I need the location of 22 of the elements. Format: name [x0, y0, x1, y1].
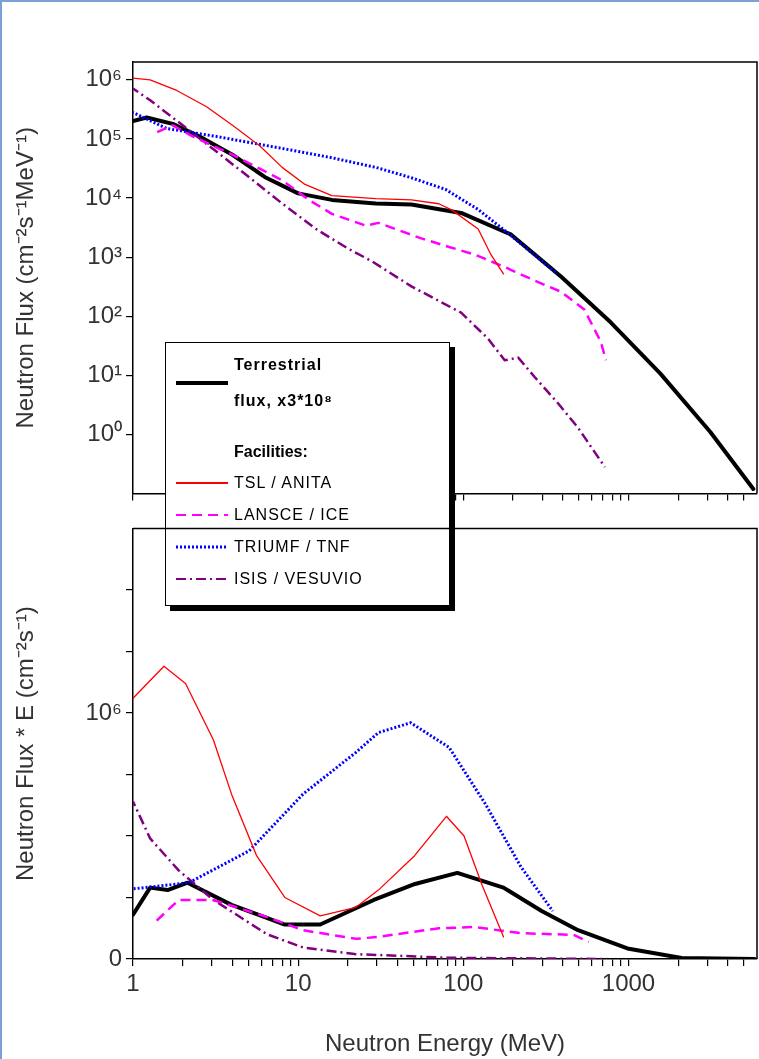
- y-tick-label: 10³: [87, 241, 123, 269]
- y-tick-label: 10⁶: [85, 64, 122, 92]
- y-tick-label: 0: [108, 943, 122, 971]
- x-tick-label: 10: [284, 969, 312, 997]
- y-axis-title: Neutron Flux * E (cm⁻²s⁻¹): [11, 606, 39, 882]
- legend-label: TSL / ANITA: [234, 473, 333, 493]
- y-tick-label: 10⁵: [85, 123, 122, 151]
- legend-label: LANSCE / ICE: [234, 505, 351, 525]
- legend-title: Facilities:: [234, 442, 309, 462]
- x-tick-label: 100: [443, 969, 484, 997]
- legend-label: Terrestrial flux, x3*10⁸: [234, 355, 334, 411]
- legend-label: ISIS / VESUVIO: [234, 569, 363, 589]
- y-tick-label: 10¹: [87, 360, 123, 387]
- legend-label: TRIUMF / TNF: [234, 537, 351, 557]
- y-tick-label: 10⁴: [84, 182, 122, 210]
- y-tick-label: 10²: [87, 300, 123, 328]
- y-axis-title: Neutron Flux (cm⁻²s⁻¹MeV⁻¹): [11, 127, 39, 429]
- x-tick-label: 1: [126, 969, 140, 997]
- y-tick-label: 10⁰: [87, 419, 122, 447]
- y-tick-label: 10⁶: [85, 697, 122, 725]
- x-tick-label: 1000: [601, 969, 656, 997]
- x-axis-title: Neutron Energy (MeV): [324, 1029, 566, 1057]
